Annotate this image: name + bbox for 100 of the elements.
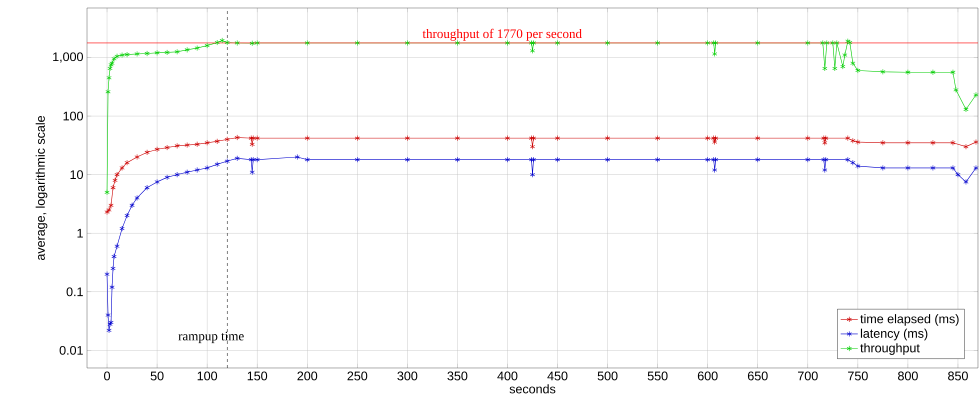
point — [194, 45, 200, 51]
point — [805, 156, 810, 163]
x-tick-label: 750 — [848, 372, 868, 380]
point — [144, 149, 150, 156]
point — [705, 40, 710, 46]
point — [905, 165, 910, 171]
point — [194, 167, 200, 173]
point — [404, 40, 410, 46]
point — [105, 88, 111, 95]
point — [114, 172, 120, 178]
point — [304, 40, 310, 46]
x-tick-label: 150 — [248, 372, 268, 380]
point — [250, 169, 255, 176]
point — [850, 138, 856, 144]
point — [254, 40, 260, 46]
point — [304, 135, 310, 142]
point — [404, 156, 410, 163]
point — [530, 135, 536, 142]
point — [144, 50, 150, 56]
point — [822, 167, 828, 173]
point — [124, 52, 130, 58]
point — [234, 155, 240, 162]
point — [880, 140, 886, 146]
point — [955, 172, 961, 178]
x-tick-label: 350 — [447, 372, 468, 380]
point — [174, 142, 180, 149]
point — [930, 165, 936, 171]
point — [855, 139, 860, 145]
point — [880, 68, 886, 75]
ref-line-label: rampup time — [178, 332, 244, 344]
point — [224, 40, 230, 46]
point — [963, 179, 969, 185]
y-tick-label: 10 — [70, 170, 83, 180]
point — [530, 172, 536, 178]
point — [824, 40, 830, 46]
point — [106, 74, 112, 81]
point — [184, 142, 190, 148]
point — [294, 154, 300, 160]
point — [822, 66, 828, 72]
point — [528, 135, 534, 142]
point — [855, 163, 860, 169]
point — [963, 144, 969, 150]
point — [124, 160, 130, 166]
point — [845, 156, 850, 163]
point — [220, 38, 225, 44]
point — [110, 266, 116, 272]
point — [850, 60, 856, 66]
point — [120, 52, 125, 58]
point — [845, 135, 850, 142]
point — [224, 136, 230, 142]
point — [950, 165, 956, 171]
point — [845, 38, 850, 44]
point — [950, 140, 956, 146]
y-tick-label: 1 — [77, 228, 83, 238]
point — [134, 195, 140, 201]
point — [554, 40, 560, 46]
point — [144, 184, 150, 191]
point — [805, 135, 810, 142]
point — [164, 50, 170, 56]
point — [855, 68, 860, 74]
point — [234, 134, 240, 140]
point — [880, 165, 886, 171]
x-tick-label: 450 — [547, 372, 568, 380]
point — [106, 327, 112, 334]
point — [554, 135, 560, 142]
point — [711, 156, 716, 163]
point — [832, 66, 838, 72]
point — [454, 156, 460, 163]
point — [204, 42, 210, 48]
legend-label: throughput — [860, 343, 920, 355]
point — [134, 51, 140, 57]
ref-line-label: throughput of 1770 per second — [422, 28, 582, 41]
point — [711, 40, 716, 46]
point — [605, 156, 610, 163]
point — [712, 51, 718, 57]
legend-label: time elapsed (ms) — [860, 314, 959, 326]
point — [711, 135, 716, 142]
point — [134, 154, 140, 160]
x-tick-label: 0 — [104, 372, 110, 380]
x-axis-title: seconds — [510, 384, 556, 394]
point — [963, 106, 969, 112]
point — [755, 40, 760, 46]
point — [712, 167, 718, 173]
point — [214, 161, 220, 168]
x-tick-label: 200 — [297, 372, 318, 380]
x-tick-label: 250 — [348, 372, 368, 380]
point — [214, 138, 220, 144]
point — [823, 156, 828, 163]
y-tick-label: 100 — [64, 112, 83, 120]
x-tick-label: 550 — [648, 372, 668, 380]
point — [504, 40, 510, 46]
point — [354, 40, 360, 46]
point — [164, 174, 170, 180]
point — [528, 156, 534, 163]
point — [164, 144, 170, 150]
x-tick-label: 50 — [150, 372, 164, 380]
point — [712, 139, 718, 145]
point — [655, 40, 660, 46]
x-tick-label: 300 — [397, 372, 418, 380]
point — [111, 56, 117, 62]
